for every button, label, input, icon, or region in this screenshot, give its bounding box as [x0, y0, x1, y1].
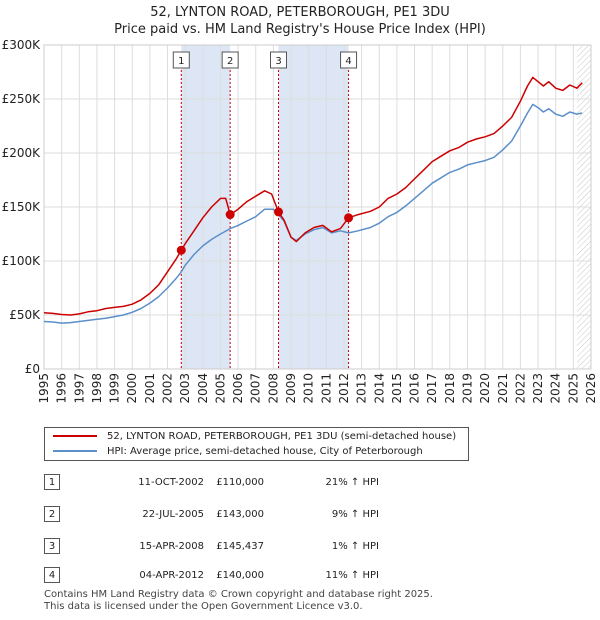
chart-title-line1: 52, LYNTON ROAD, PETERBOROUGH, PE1 3DU — [150, 5, 450, 20]
footer-licence: This data is licensed under the Open Gov… — [44, 601, 363, 612]
series-line-hpi — [43, 103, 583, 324]
legend-label-property: 52, LYNTON ROAD, PETERBOROUGH, PE1 3DU (… — [107, 431, 457, 442]
x-tick-label: 1997 — [72, 373, 86, 404]
sale-marker-label: 2 — [227, 56, 233, 67]
sale-point — [274, 207, 284, 217]
x-tick-label: 2011 — [319, 373, 333, 404]
transaction-price: £145,437 — [216, 541, 264, 552]
transaction-number-badge: 3 — [44, 538, 60, 554]
footer-copyright: Contains HM Land Registry data © Crown c… — [44, 589, 433, 600]
transaction-row: 2 22-JUL-2005 £143,000 9% ↑ HPI — [44, 505, 584, 525]
x-tick-label: 2026 — [584, 373, 598, 404]
sale-marker-box — [270, 51, 288, 69]
y-tick-label: £50K — [9, 308, 41, 322]
x-tick-label: 2013 — [355, 373, 369, 404]
legend-item-hpi: HPI: Average price, semi-detached house,… — [53, 444, 423, 460]
x-tick-label: 1996 — [55, 373, 69, 404]
x-tick-label: 2014 — [372, 373, 386, 404]
x-tick-label: 1998 — [90, 373, 104, 404]
chart-title-line2: Price paid vs. HM Land Registry's House … — [114, 22, 486, 37]
plot-border — [43, 44, 592, 370]
x-tick-label: 1995 — [37, 373, 51, 404]
y-tick-label: £250K — [2, 92, 42, 106]
y-tick-label: £0 — [25, 362, 40, 376]
transaction-price: £140,000 — [216, 570, 264, 581]
sale-marker-box — [340, 51, 358, 69]
sale-marker-label: 3 — [275, 56, 281, 67]
sale-marker-box — [172, 51, 190, 69]
x-tick-label: 2007 — [249, 373, 263, 404]
sale-point — [344, 213, 354, 223]
sale-point — [225, 210, 235, 220]
y-tick-label: £100K — [2, 254, 42, 268]
x-tick-label: 2020 — [478, 373, 492, 404]
x-tick-label: 2016 — [408, 373, 422, 404]
legend-item-property: 52, LYNTON ROAD, PETERBOROUGH, PE1 3DU (… — [53, 429, 456, 445]
transaction-row: 3 15-APR-2008 £145,437 1% ↑ HPI — [44, 537, 584, 557]
x-tick-label: 2008 — [266, 373, 280, 404]
transaction-number-badge: 1 — [44, 474, 60, 490]
legend-swatch-property — [53, 435, 97, 437]
transaction-date: 11-OCT-2002 — [138, 477, 204, 488]
x-tick-label: 2005 — [213, 373, 227, 404]
x-tick-label: 2000 — [125, 373, 139, 404]
legend-swatch-hpi — [53, 450, 97, 452]
transaction-price: £143,000 — [216, 509, 264, 520]
x-tick-label: 2018 — [443, 373, 457, 404]
sale-point — [176, 245, 186, 255]
x-tick-label: 2021 — [496, 373, 510, 404]
sale-marker-label: 1 — [178, 56, 184, 67]
transaction-hpi-change: 21% ↑ HPI — [325, 477, 379, 488]
x-tick-label: 1999 — [108, 373, 122, 404]
transaction-date: 04-APR-2012 — [139, 570, 204, 581]
x-tick-label: 2009 — [284, 373, 298, 404]
x-tick-label: 2023 — [531, 373, 545, 404]
series-line-property — [43, 76, 583, 316]
legend-label-hpi: HPI: Average price, semi-detached house,… — [107, 446, 423, 457]
transaction-hpi-change: 1% ↑ HPI — [331, 541, 379, 552]
x-tick-label: 2012 — [337, 373, 351, 404]
x-tick-label: 2025 — [566, 373, 580, 404]
x-tick-label: 2022 — [513, 373, 527, 404]
y-tick-label: £200K — [2, 146, 42, 160]
sale-marker-box — [221, 51, 239, 69]
transaction-number-badge: 2 — [44, 506, 60, 522]
x-tick-label: 2002 — [161, 373, 175, 404]
transaction-number-badge: 4 — [44, 567, 60, 583]
x-tick-label: 2024 — [549, 373, 563, 404]
transaction-row: 1 11-OCT-2002 £110,000 21% ↑ HPI — [44, 473, 584, 493]
x-tick-label: 2010 — [302, 373, 316, 404]
x-tick-label: 2019 — [460, 373, 474, 404]
transaction-date: 22-JUL-2005 — [142, 509, 204, 520]
chart-title: 52, LYNTON ROAD, PETERBOROUGH, PE1 3DU P… — [0, 4, 600, 38]
transaction-date: 15-APR-2008 — [139, 541, 204, 552]
x-tick-label: 2001 — [143, 373, 157, 404]
chart-legend: 52, LYNTON ROAD, PETERBOROUGH, PE1 3DU (… — [44, 427, 469, 461]
x-tick-label: 2017 — [425, 373, 439, 404]
transaction-hpi-change: 9% ↑ HPI — [331, 509, 379, 520]
y-tick-label: £300K — [2, 38, 42, 52]
x-tick-label: 2006 — [231, 373, 245, 404]
x-tick-label: 2003 — [178, 373, 192, 404]
transaction-price: £110,000 — [216, 477, 264, 488]
transaction-row: 4 04-APR-2012 £140,000 11% ↑ HPI — [44, 566, 584, 586]
transaction-hpi-change: 11% ↑ HPI — [325, 570, 379, 581]
y-tick-label: £150K — [2, 200, 42, 214]
x-tick-label: 2015 — [390, 373, 404, 404]
x-tick-label: 2004 — [196, 373, 210, 404]
sale-marker-label: 4 — [345, 56, 351, 67]
footer: Contains HM Land Registry data © Crown c… — [44, 589, 433, 613]
